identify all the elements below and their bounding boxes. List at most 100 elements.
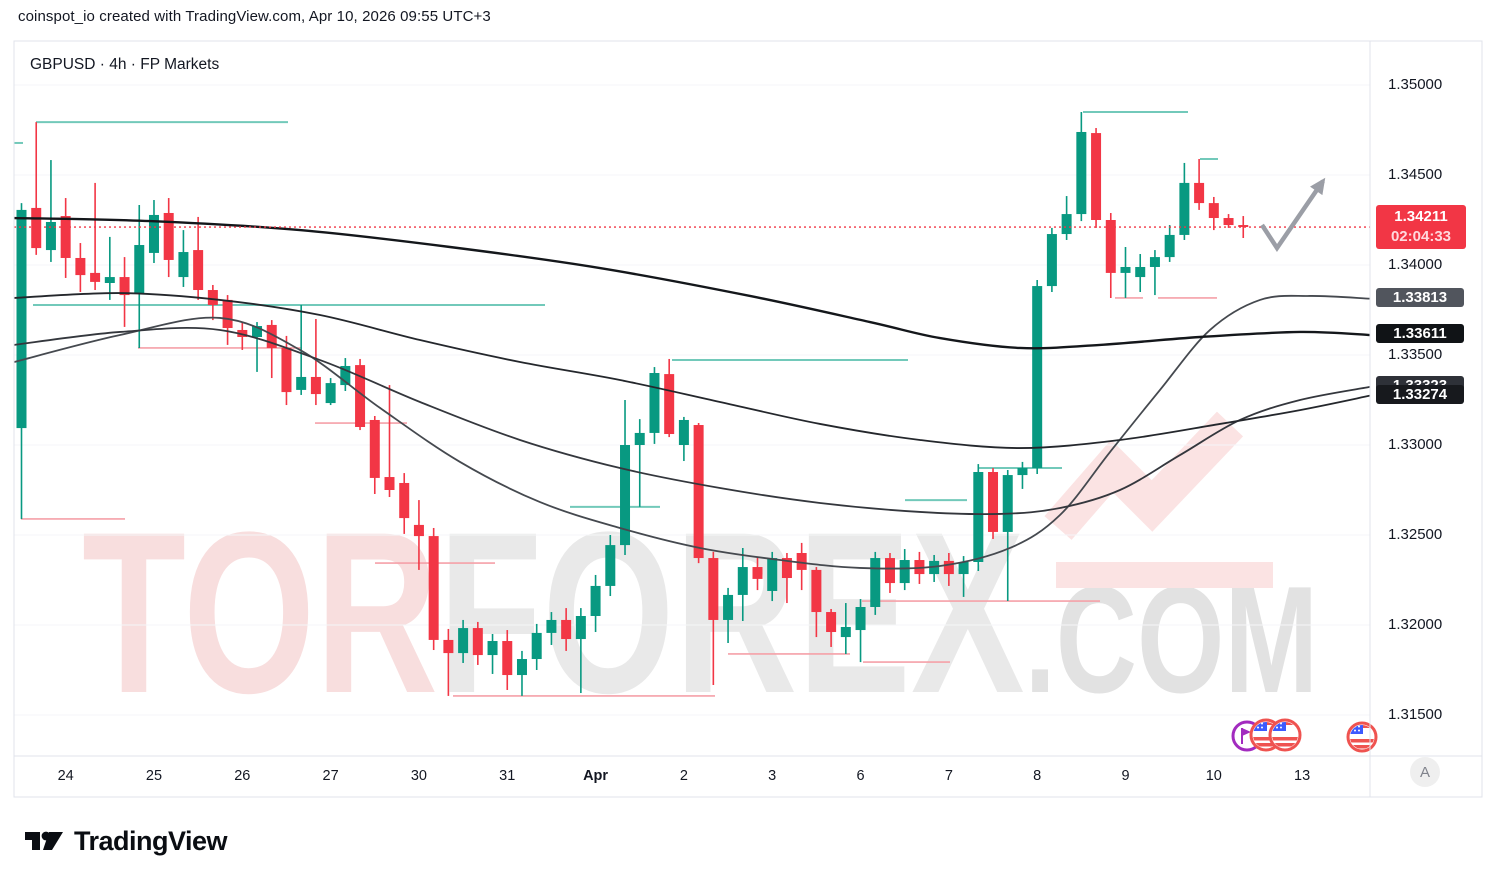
trend-arrow-drawing (1260, 179, 1325, 253)
ma-value-badge: 1.33813 (1376, 287, 1464, 307)
last-price-label: 1.34211 02:04:33 (1376, 205, 1466, 250)
candle-body (60, 216, 71, 258)
time-axis-label: 30 (410, 768, 428, 784)
attribution-text: coinspot_io created with TradingView.com… (18, 8, 491, 25)
price-tick-label: 1.32000 (1388, 616, 1443, 633)
tradingview-logo-icon (25, 831, 63, 850)
ma-value-badge: 1.33611 (1376, 324, 1464, 344)
candle-body (90, 272, 101, 282)
price-tick-label: 1.34500 (1388, 166, 1443, 183)
candle-body (252, 326, 263, 337)
watermark-part-com: .COM (1024, 555, 1319, 725)
candle-body (973, 472, 984, 562)
candle-body (634, 432, 645, 445)
candle-body (340, 365, 351, 386)
candle-body (487, 641, 498, 656)
time-axis-label: 31 (499, 768, 516, 784)
price-tick-label: 1.33500 (1388, 346, 1443, 363)
candle-body (693, 425, 704, 559)
candle-body (737, 567, 748, 595)
time-axis-label: Apr (583, 768, 609, 784)
candle-body (1238, 225, 1249, 228)
candle-body (281, 347, 292, 393)
candle-body (943, 560, 954, 575)
candle-body (1223, 218, 1234, 226)
candle-body (575, 616, 586, 640)
candle-body (502, 641, 513, 676)
usd-event-icon[interactable] (1268, 718, 1302, 752)
candle-body (16, 209, 27, 429)
usd-event-icon[interactable] (1346, 721, 1378, 753)
candle-body (1076, 131, 1087, 215)
price-tick-label: 1.34000 (1388, 256, 1443, 273)
trend-arrow-head (1310, 177, 1326, 196)
candle-body (811, 569, 822, 613)
candle-body (104, 277, 115, 283)
candle-body (1032, 286, 1043, 469)
candle-body (178, 252, 189, 278)
candle-body (355, 365, 366, 427)
moving-average-ma-slowest (13, 216, 1371, 350)
candle-body (561, 619, 572, 640)
price-tick-label: 1.35000 (1388, 76, 1443, 93)
candle-body (855, 607, 866, 631)
candle-body (781, 558, 792, 579)
candle-body (723, 594, 734, 620)
candle-body (45, 221, 56, 251)
candle-body (767, 558, 778, 591)
candle-body (399, 482, 410, 519)
candle-body (1017, 468, 1028, 476)
candle-body (531, 632, 542, 660)
ma-value-badge: 1.33274 (1376, 384, 1464, 404)
candle-body (546, 619, 557, 633)
candle-body (472, 628, 483, 656)
candle-body (1002, 475, 1013, 532)
candle-body (369, 419, 380, 478)
candle-body (413, 524, 424, 537)
price-scale-auto-button[interactable]: A (1410, 757, 1440, 787)
candle-body (620, 445, 631, 546)
candle-body (458, 628, 469, 654)
time-axis-label: 13 (1294, 768, 1311, 784)
watermark-part-red: TOR (82, 484, 439, 741)
time-axis-label: 25 (145, 768, 163, 784)
candle-body (958, 562, 969, 575)
bar-countdown: 02:04:33 (1390, 228, 1452, 246)
price-tick-label: 1.33000 (1388, 436, 1443, 453)
candle-body (590, 585, 601, 616)
candle-body (1164, 234, 1175, 258)
candle-body (296, 376, 307, 390)
candle-body (384, 477, 395, 490)
candle-body (870, 558, 881, 607)
candle-body (1120, 266, 1131, 273)
candle-body (840, 626, 851, 638)
candle-body (1194, 182, 1205, 204)
candle-body (1149, 257, 1160, 267)
candle-body (134, 245, 145, 294)
time-axis-label: 2 (679, 768, 688, 784)
time-axis-label: 24 (57, 768, 74, 784)
candle-body (796, 553, 807, 570)
candle-body (443, 639, 454, 654)
candle-body (752, 567, 763, 579)
candle-body (649, 373, 660, 433)
candle-body (163, 212, 174, 260)
candle-body (826, 612, 837, 633)
symbol-legend[interactable]: GBPUSD · 4h · FP Markets (30, 56, 220, 73)
candle-body (516, 659, 527, 676)
candle-body (193, 250, 204, 291)
candle-body (988, 472, 999, 532)
tradingview-footer[interactable]: TradingView (24, 826, 228, 857)
candle-body (222, 299, 233, 328)
time-axis-label: 27 (322, 768, 339, 784)
candle-body (899, 560, 910, 584)
candle-body (148, 214, 159, 253)
candle-body (75, 257, 86, 276)
price-tick-label: 1.32500 (1388, 526, 1443, 543)
candle-body (119, 277, 130, 296)
candle-body (266, 324, 277, 348)
last-price-value: 1.34211 (1394, 208, 1448, 226)
